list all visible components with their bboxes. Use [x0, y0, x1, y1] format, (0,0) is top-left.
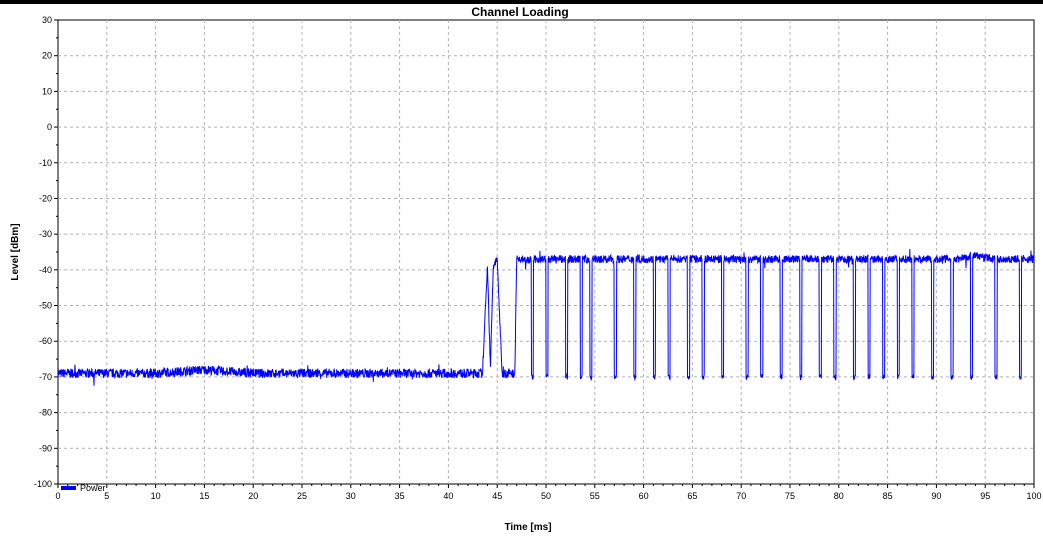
- y-tick-label: -100: [34, 479, 52, 489]
- x-tick-label: 35: [395, 491, 405, 501]
- x-tick-label: 70: [736, 491, 746, 501]
- x-tick-label: 10: [151, 491, 161, 501]
- chart-title: Channel Loading: [471, 5, 568, 19]
- y-tick-label: -20: [39, 193, 52, 203]
- x-tick-label: 5: [104, 491, 109, 501]
- x-tick-label: 15: [199, 491, 209, 501]
- y-tick-label: -80: [39, 408, 52, 418]
- y-tick-label: -70: [39, 372, 52, 382]
- x-tick-label: 85: [883, 491, 893, 501]
- y-tick-label: 20: [42, 51, 52, 61]
- y-axis-label: Level [dBm]: [10, 223, 21, 280]
- top-border: [0, 0, 1043, 4]
- plot-area: [57, 19, 1035, 485]
- y-tick-label: 30: [42, 15, 52, 25]
- x-tick-label: 0: [55, 491, 60, 501]
- series-layer: [57, 248, 1035, 386]
- x-tick-label: 80: [834, 491, 844, 501]
- legend-label-power: Power: [80, 483, 106, 493]
- x-tick-label: 100: [1026, 491, 1041, 501]
- y-tick-label: -50: [39, 301, 52, 311]
- y-axis: 30 20 10 0 -10 -20 -30 -40 -50 -60 -70 -80 -90 -100: [34, 15, 58, 489]
- x-tick-label: 50: [541, 491, 551, 501]
- x-tick-label: 55: [590, 491, 600, 501]
- x-tick-label: 45: [492, 491, 502, 501]
- x-tick-label: 40: [443, 491, 453, 501]
- x-axis: 0 5 10 15 20 25 30 35 40 45 50 55 60 65 70 75 80 85 90 95 10…: [55, 484, 1042, 501]
- x-tick-label: 75: [785, 491, 795, 501]
- y-tick-label: -30: [39, 229, 52, 239]
- x-tick-label: 20: [248, 491, 258, 501]
- x-tick-label: 95: [980, 491, 990, 501]
- x-tick-label: 60: [639, 491, 649, 501]
- x-axis-label: Time [ms]: [504, 522, 551, 533]
- x-tick-label: 25: [297, 491, 307, 501]
- x-tick-label: 90: [931, 491, 941, 501]
- legend: Power: [61, 483, 106, 493]
- y-tick-label: 0: [47, 122, 52, 132]
- x-tick-label: 30: [346, 491, 356, 501]
- y-tick-label: -60: [39, 336, 52, 346]
- y-tick-label: -90: [39, 443, 52, 453]
- y-tick-label: -10: [39, 158, 52, 168]
- series-line-power: [57, 248, 1035, 386]
- legend-swatch-power: [61, 486, 76, 490]
- x-tick-label: 65: [687, 491, 697, 501]
- y-tick-label: 10: [42, 86, 52, 96]
- y-tick-label: -40: [39, 265, 52, 275]
